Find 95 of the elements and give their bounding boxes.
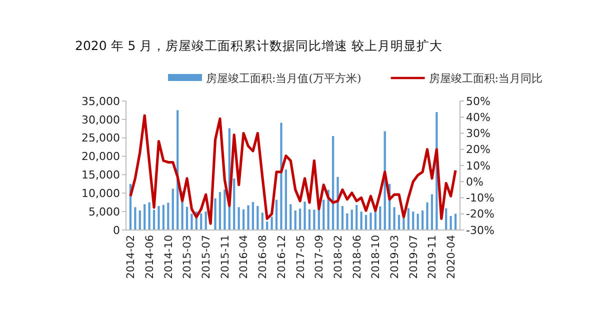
y-tick-label: 35,000 (82, 94, 120, 108)
bar (214, 198, 216, 230)
y2-tick-label: 30% (466, 127, 490, 140)
y-tick-label: 0 (113, 224, 120, 237)
x-tick-label: 2014-10 (162, 235, 175, 279)
bar (138, 210, 141, 230)
bar (364, 214, 368, 230)
y-tick-label: 20,000 (82, 150, 120, 164)
x-tick-label: 2017-09 (314, 235, 326, 279)
bar (256, 206, 259, 230)
bar (360, 212, 362, 230)
bar (332, 136, 334, 230)
bar (299, 208, 302, 230)
bar (144, 204, 146, 230)
bar (379, 206, 382, 230)
y2-tick-label: 40% (466, 110, 490, 124)
y2-tick-label: 50% (466, 94, 490, 108)
x-tick-label: 2014-06 (144, 234, 156, 279)
bar (416, 214, 419, 230)
bar (313, 210, 316, 230)
bar (398, 214, 400, 230)
bar (167, 202, 170, 230)
y2-tick-label: -20% (466, 208, 494, 221)
bar (162, 204, 165, 230)
y2-tick-label: 20% (466, 143, 490, 156)
bar (356, 204, 358, 230)
y-tick-label: 10,000 (82, 186, 120, 200)
y-tick-label: 25,000 (82, 132, 120, 145)
x-tick-label: 2018-10 (370, 235, 382, 279)
legend-label: 房屋竣工面积:当月值(万平方米) (206, 72, 362, 85)
bar (454, 214, 457, 230)
x-tick-label: 2017-05 (294, 235, 307, 279)
bar (238, 207, 240, 230)
x-tick-label: 2015-11 (219, 235, 232, 279)
x-tick-label: 2019-07 (408, 235, 420, 279)
bar (341, 206, 344, 230)
line-series (129, 114, 457, 225)
bar (200, 213, 202, 230)
x-tick-label: 2015-07 (200, 235, 213, 279)
y-tick-label: 15,000 (82, 168, 120, 182)
chart-title: 2020 年 5 月，房屋竣工面积累计数据同比增速 较上月明显扩大 (75, 38, 443, 53)
bar (247, 205, 250, 230)
bar (304, 202, 306, 230)
x-tick-label: 2016-08 (257, 235, 270, 279)
bar (224, 189, 226, 230)
bar (412, 212, 414, 230)
bar (336, 176, 339, 230)
bar (186, 206, 188, 230)
y-tick-label: 30,000 (82, 113, 120, 126)
x-tick-label: 2015-03 (182, 235, 194, 279)
bar (450, 216, 452, 230)
bar (430, 194, 434, 230)
bar (158, 206, 160, 230)
bar (421, 210, 424, 230)
bar (148, 202, 150, 230)
x-tick-label: 2016-04 (238, 234, 250, 279)
x-tick-label: 2020-04 (445, 234, 458, 279)
bar (294, 210, 296, 230)
y2-tick-label: 10% (466, 159, 490, 172)
bar (242, 209, 245, 230)
bar (172, 188, 174, 230)
bar (280, 122, 282, 230)
bar (350, 210, 353, 230)
x-tick-label: 2018-02 (332, 235, 344, 279)
bar (445, 208, 448, 230)
bar (152, 210, 156, 230)
x-tick-label: 2018-06 (351, 234, 364, 279)
bar (218, 192, 222, 230)
x-tick-label: 2019-11 (426, 235, 439, 279)
y2-tick-label: -10% (466, 192, 494, 205)
bar (393, 207, 396, 230)
y2-tick-label: -30% (466, 224, 494, 237)
bar (252, 202, 254, 230)
bar (290, 204, 292, 230)
bar (322, 200, 325, 230)
legend-label: 房屋竣工面积:当月同比 (428, 72, 543, 85)
y2-tick-label: 0% (466, 175, 484, 188)
bar (275, 200, 278, 230)
bar (190, 214, 193, 230)
bar (426, 202, 428, 230)
bar (346, 213, 348, 230)
bar (284, 170, 287, 230)
x-tick-label: 2014-02 (125, 235, 138, 279)
y-tick-label: 5,000 (88, 205, 120, 218)
bar (370, 212, 372, 230)
bar (261, 212, 264, 230)
bar (134, 207, 136, 230)
bar (308, 209, 311, 230)
bar (407, 208, 410, 230)
bar (402, 218, 405, 230)
x-tick-label: 2019-03 (388, 235, 401, 279)
bar (204, 212, 207, 230)
bar (270, 216, 273, 230)
x-tick-label: 2016-12 (276, 235, 288, 279)
bar (233, 178, 236, 230)
